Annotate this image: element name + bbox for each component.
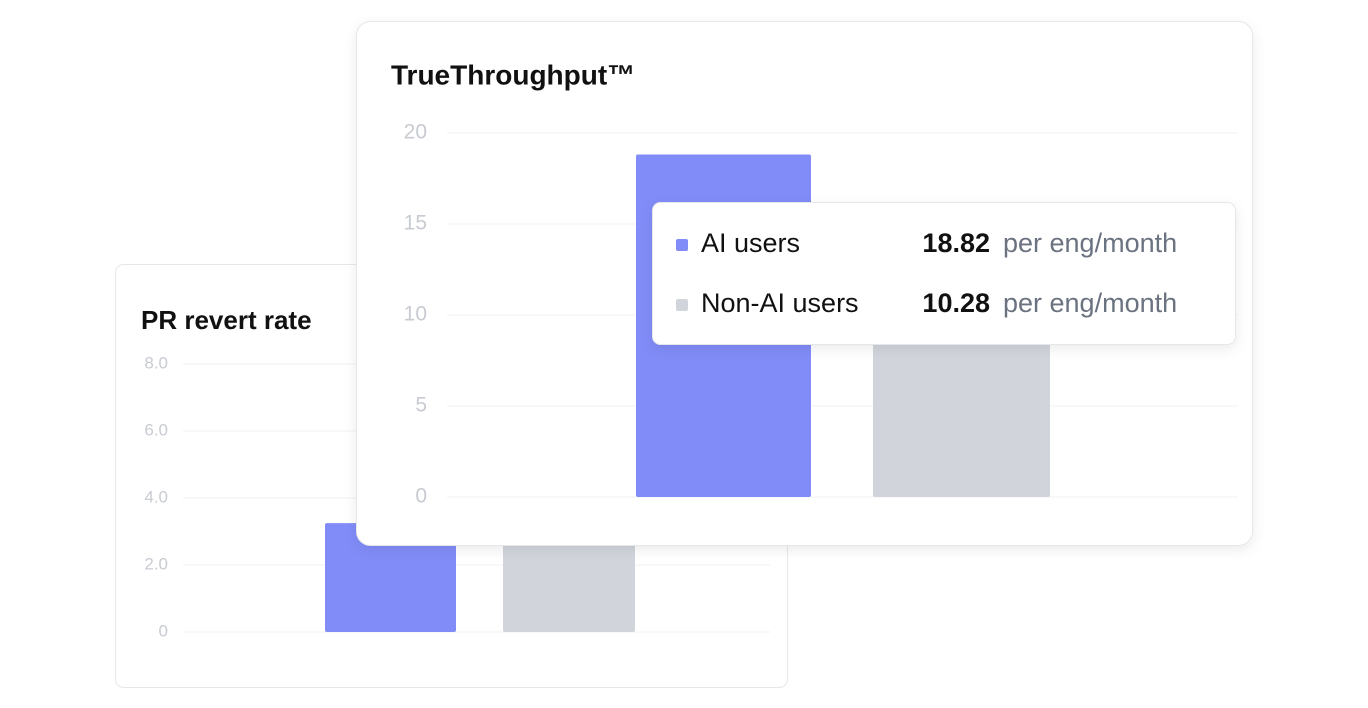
tooltip-unit: per eng/month <box>1003 228 1177 258</box>
y-tick-label: 4.0 <box>144 487 168 506</box>
y-tick-label: 8.0 <box>144 353 168 372</box>
y-tick-label: 0 <box>159 621 168 640</box>
y-tick-label: 0 <box>415 485 427 508</box>
y-tick-label: 20 <box>404 121 427 144</box>
tooltip-value: 10.28 <box>922 288 990 318</box>
legend-swatch <box>676 299 688 311</box>
y-tick-label: 10 <box>404 303 427 326</box>
tooltip-value: 18.82 <box>922 228 990 258</box>
bar <box>503 531 635 632</box>
y-tick-label: 6.0 <box>144 420 168 439</box>
bar <box>325 523 456 632</box>
y-tick-label: 5 <box>415 394 427 417</box>
tooltip: AI users 18.82 per eng/month Non-AI users 10… <box>652 202 1236 345</box>
legend-swatch <box>676 239 688 251</box>
y-tick-label: 2.0 <box>144 554 168 573</box>
legend-label: Non-AI users <box>701 288 859 318</box>
tooltip-unit: per eng/month <box>1003 288 1177 318</box>
tooltip-frame <box>652 202 1236 345</box>
y-tick-label: 15 <box>404 212 427 235</box>
bar <box>873 309 1050 497</box>
chart-title: PR revert rate <box>141 305 312 335</box>
chart-title: TrueThroughput™ <box>391 59 635 90</box>
legend-label: AI users <box>701 228 800 258</box>
